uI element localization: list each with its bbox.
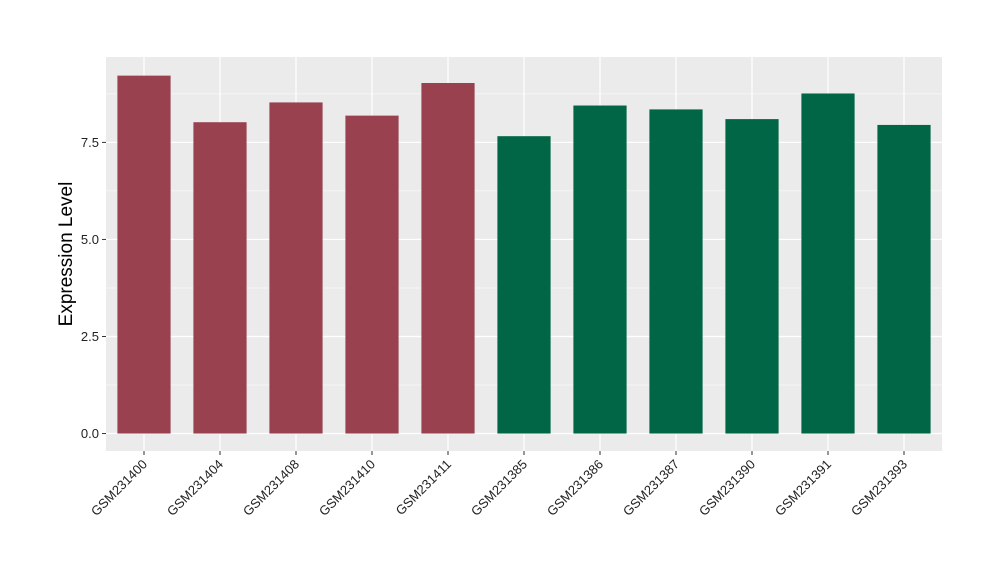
bars bbox=[117, 75, 931, 434]
y-tick-label: 5.0 bbox=[81, 232, 99, 247]
x-tick-label: GSM231411 bbox=[393, 457, 455, 519]
x-tick-label: GSM231410 bbox=[316, 457, 378, 519]
bar-GSM231404 bbox=[193, 122, 247, 434]
y-axis-title: Expression Level bbox=[56, 182, 77, 327]
bar-GSM231408 bbox=[269, 102, 323, 434]
bar-GSM231411 bbox=[421, 83, 475, 434]
y-tick-label: 2.5 bbox=[81, 329, 99, 344]
y-axis: 0.0 2.5 5.0 7.5 bbox=[81, 135, 106, 441]
x-tick-label: GSM231385 bbox=[468, 457, 530, 519]
bar-GSM231390 bbox=[725, 119, 779, 434]
y-tick-label: 0.0 bbox=[81, 426, 99, 441]
x-tick-label: GSM231400 bbox=[88, 457, 150, 519]
bar-GSM231400 bbox=[117, 75, 171, 434]
x-axis: GSM231400 GSM231404 GSM231408 GSM231410 GSM2… bbox=[88, 451, 910, 519]
x-tick-label: GSM231404 bbox=[164, 457, 226, 519]
x-tick-label: GSM231390 bbox=[696, 457, 758, 519]
y-tick-label: 7.5 bbox=[81, 135, 99, 150]
x-tick-label: GSM231408 bbox=[240, 457, 302, 519]
bar-GSM231410 bbox=[345, 115, 399, 434]
x-tick-label: GSM231393 bbox=[848, 457, 910, 519]
x-tick-label: GSM231387 bbox=[620, 457, 682, 519]
bar-GSM231385 bbox=[497, 136, 551, 434]
bar-GSM231393 bbox=[877, 124, 931, 434]
bar-GSM231387 bbox=[649, 109, 703, 434]
x-tick-label: GSM231386 bbox=[544, 457, 606, 519]
bar-GSM231386 bbox=[573, 105, 627, 434]
bar-GSM231391 bbox=[801, 93, 855, 434]
x-tick-label: GSM231391 bbox=[772, 457, 834, 519]
